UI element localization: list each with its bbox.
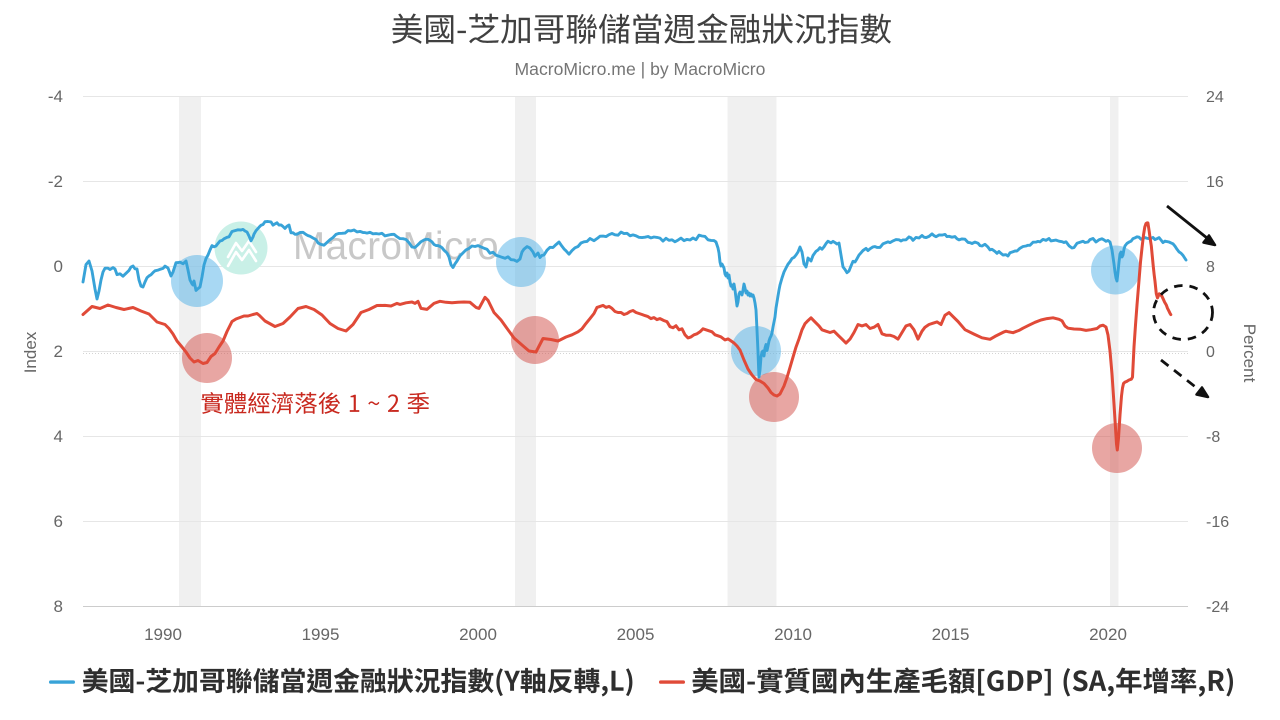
svg-text:2010: 2010	[774, 625, 812, 644]
svg-text:MacroMicro: MacroMicro	[293, 225, 499, 268]
svg-text:2: 2	[54, 342, 63, 361]
svg-text:2015: 2015	[932, 625, 970, 644]
svg-text:2020: 2020	[1089, 625, 1127, 644]
svg-text:-4: -4	[48, 87, 63, 106]
svg-text:2005: 2005	[617, 625, 655, 644]
svg-text:8: 8	[54, 597, 63, 616]
svg-text:-24: -24	[1206, 599, 1229, 616]
svg-text:8: 8	[1206, 259, 1215, 276]
svg-text:1990: 1990	[144, 625, 182, 644]
svg-text:0: 0	[54, 257, 63, 276]
svg-text:1995: 1995	[302, 625, 340, 644]
svg-text:Percent: Percent	[1240, 324, 1259, 383]
svg-text:Index: Index	[21, 331, 40, 373]
svg-text:24: 24	[1206, 89, 1224, 106]
svg-text:16: 16	[1206, 174, 1224, 191]
svg-text:-2: -2	[48, 172, 63, 191]
svg-text:MacroMicro.me | by MacroMicro: MacroMicro.me | by MacroMicro	[515, 59, 766, 79]
svg-text:-16: -16	[1206, 514, 1229, 531]
svg-text:6: 6	[54, 512, 63, 531]
svg-text:0: 0	[1206, 344, 1215, 361]
svg-text:2000: 2000	[459, 625, 497, 644]
svg-text:4: 4	[54, 427, 63, 446]
svg-text:-8: -8	[1206, 429, 1220, 446]
